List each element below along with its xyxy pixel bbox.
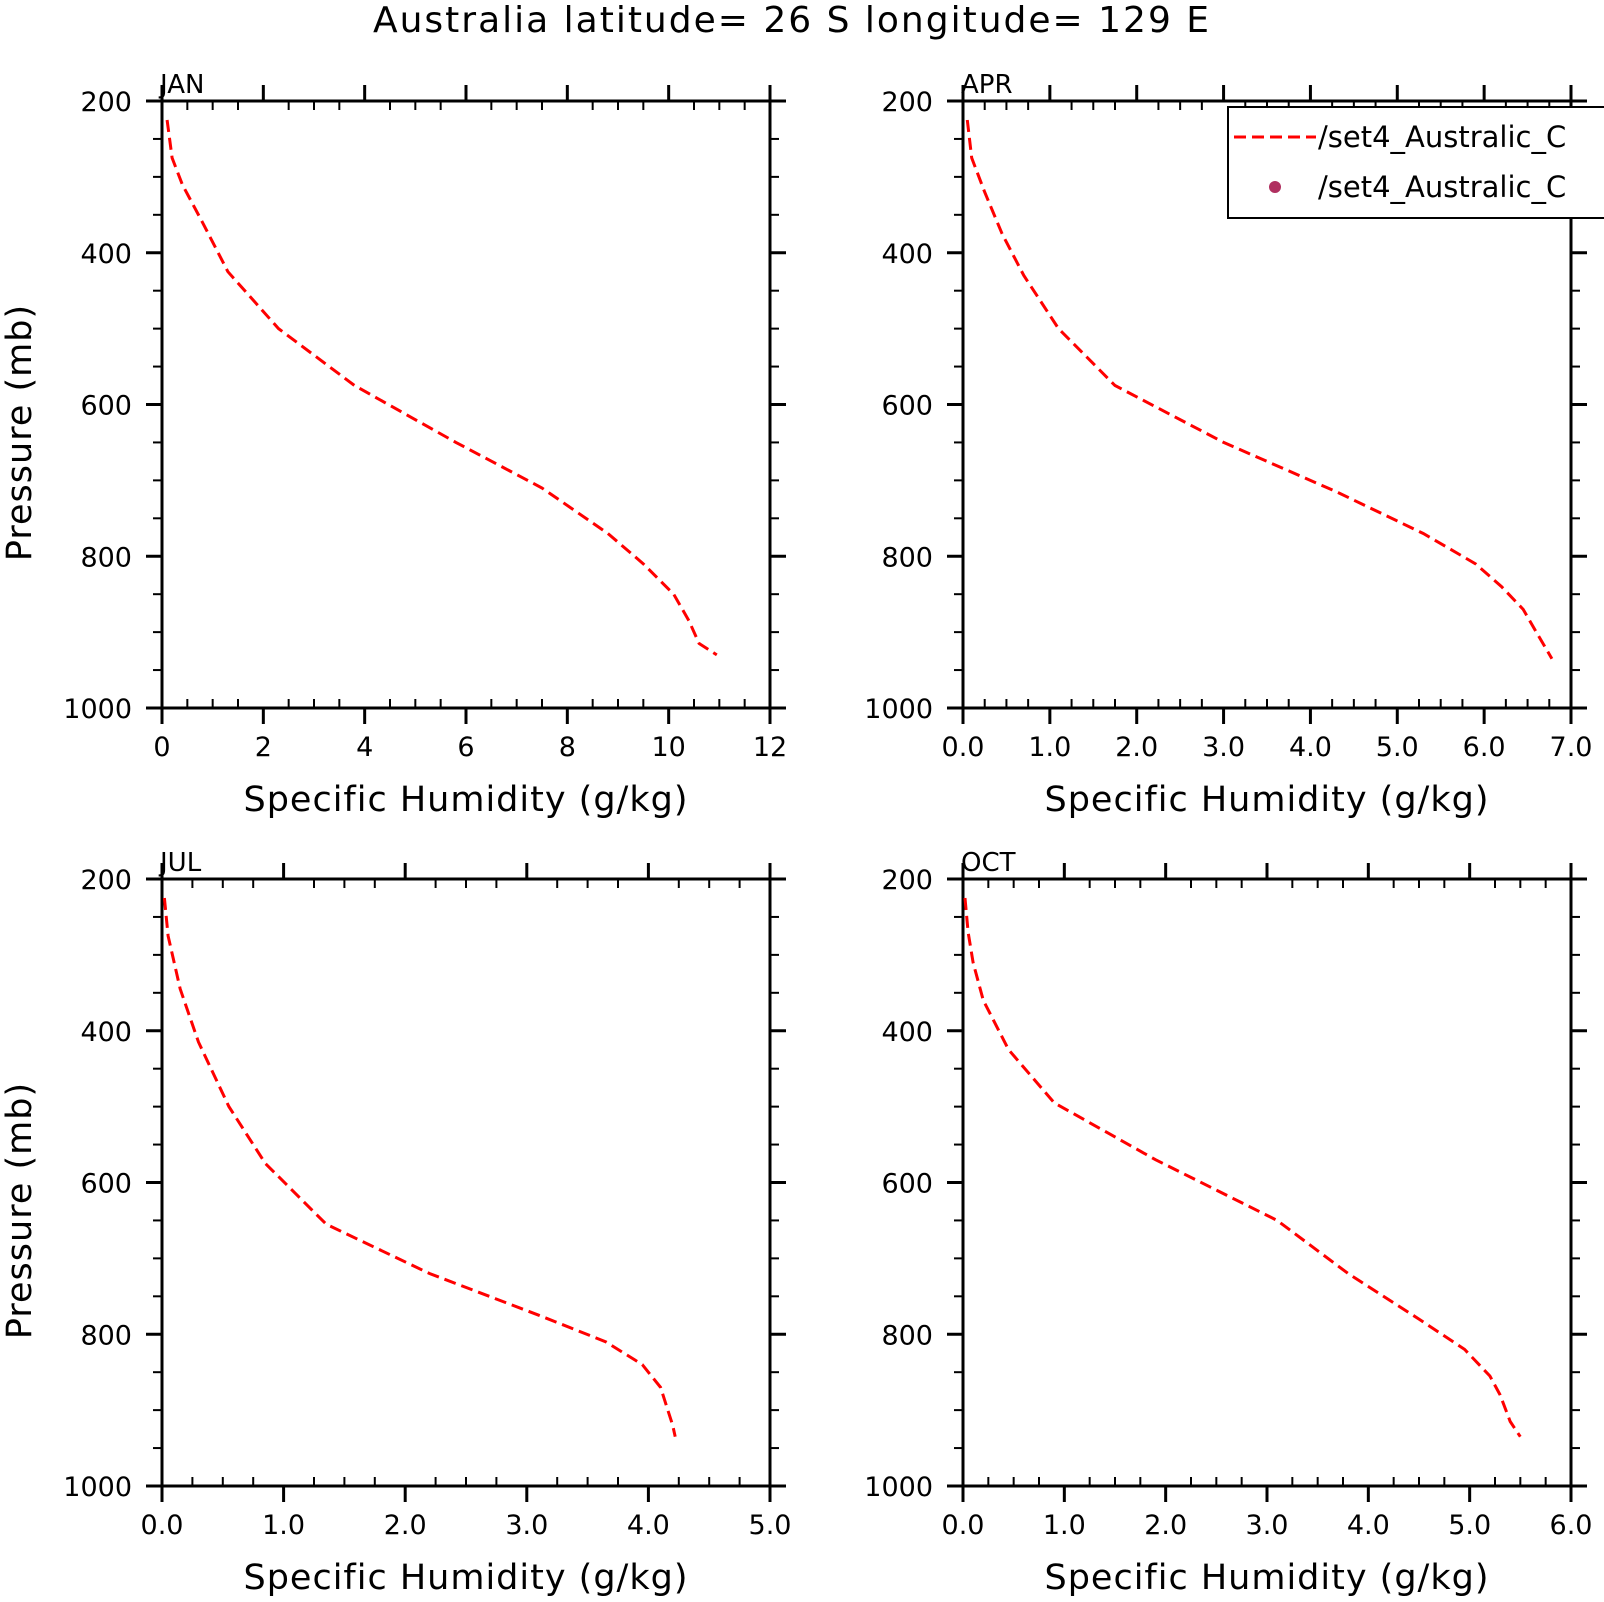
y-tick-label: 1000: [63, 1472, 132, 1503]
x-tick-label: 3.0: [505, 1510, 548, 1541]
x-tick-label: 7.0: [1550, 732, 1593, 763]
plot-frame: [160, 99, 772, 710]
plot-frame: [160, 877, 772, 1488]
legend-dot-marker: [1269, 181, 1281, 193]
x-tick-label: 4.0: [627, 1510, 670, 1541]
y-tick-label: 1000: [864, 694, 933, 725]
x-tick-label: 8: [559, 732, 576, 763]
y-tick-label: 800: [881, 542, 933, 573]
y-tick-label: 200: [80, 865, 132, 896]
x-tick-label: 10: [651, 732, 685, 763]
x-tick-label: 1.0: [1028, 732, 1071, 763]
y-tick-label: 200: [80, 87, 132, 118]
y-tick-label: 600: [80, 391, 132, 422]
y-axis-label: Pressure (mb): [0, 1082, 40, 1339]
y-tick-label: 600: [881, 1169, 933, 1200]
y-tick-label: 600: [80, 1169, 132, 1200]
panels-group: 0 2 4 6 8 10 12 200 400 600 800 1000 JAN Specific Hum…: [0, 70, 1592, 1598]
figure-title: Australia latitude= 26 S longitude= 129 …: [373, 0, 1211, 41]
series-line-1: [965, 119, 1554, 660]
legend: /set4_Australic_C/set4_Australic_C: [1227, 106, 1604, 219]
chart-panel-oct: 0.0 1.0 2.0 3.0 4.0 5.0 6.0 200 400 600 800 1000 OCT…: [864, 848, 1592, 1598]
x-tick-label: 2: [255, 732, 272, 763]
x-tick-label: 2.0: [1144, 1510, 1187, 1541]
x-tick-label: 0.0: [942, 732, 985, 763]
y-tick-label: 400: [80, 239, 132, 270]
y-tick-label: 800: [881, 1320, 933, 1351]
x-axis-label: Specific Humidity (g/kg): [244, 780, 689, 820]
y-axis-label: Pressure (mb): [0, 304, 40, 561]
x-axis-label: Specific Humidity (g/kg): [1045, 780, 1490, 820]
y-tick-label: 1000: [63, 694, 132, 725]
y-tick-label: 1000: [864, 1472, 933, 1503]
x-tick-label: 4.0: [1347, 1510, 1390, 1541]
panel-label: OCT: [961, 848, 1016, 878]
x-tick-label: 5.0: [1376, 732, 1419, 763]
x-tick-label: 1.0: [262, 1510, 305, 1541]
y-tick-label: 800: [80, 1320, 132, 1351]
x-tick-label: 6.0: [1550, 1510, 1593, 1541]
plot-frame: [961, 877, 1573, 1488]
x-tick-label: 4: [356, 732, 373, 763]
y-tick-label: 800: [80, 542, 132, 573]
x-tick-label: 3.0: [1202, 732, 1245, 763]
x-tick-label: 3.0: [1246, 1510, 1289, 1541]
y-tick-label: 200: [881, 865, 933, 896]
legend-box: [1227, 106, 1604, 219]
x-tick-label: 0.0: [141, 1510, 184, 1541]
panel-label: JUL: [158, 848, 202, 878]
x-tick-label: 2.0: [384, 1510, 427, 1541]
x-tick-label: 4.0: [1289, 732, 1332, 763]
x-tick-label: 5.0: [1448, 1510, 1491, 1541]
x-tick-label: 0.0: [942, 1510, 985, 1541]
x-tick-label: 0: [153, 732, 170, 763]
x-axis-label: Specific Humidity (g/kg): [244, 1558, 689, 1598]
series-line-1: [165, 119, 718, 657]
series-line-1: [162, 897, 677, 1438]
y-tick-label: 400: [881, 1017, 933, 1048]
chart-panel-jul: 0.0 1.0 2.0 3.0 4.0 5.0 200 400 600 800 1000 JUL Spe…: [0, 848, 791, 1598]
y-tick-label: 600: [881, 391, 933, 422]
y-tick-label: 200: [881, 87, 933, 118]
x-tick-label: 6.0: [1463, 732, 1506, 763]
panel-label: APR: [961, 70, 1013, 100]
x-tick-label: 6: [457, 732, 474, 763]
chart-panel-apr: 0.0 1.0 2.0 3.0 4.0 5.0 6.0 7.0 200 400 600 800 1000…: [864, 70, 1592, 820]
y-tick-label: 400: [80, 1017, 132, 1048]
x-axis-label: Specific Humidity (g/kg): [1045, 1558, 1490, 1598]
legend-entry-label-2: /set4_Australic_C: [1318, 170, 1566, 204]
x-tick-label: 12: [753, 732, 787, 763]
chart-panel-jan: 0 2 4 6 8 10 12 200 400 600 800 1000 JAN Specific Hum…: [0, 70, 787, 820]
panel-label: JAN: [158, 70, 204, 100]
x-tick-label: 1.0: [1043, 1510, 1086, 1541]
y-tick-label: 400: [881, 239, 933, 270]
x-tick-label: 5.0: [749, 1510, 792, 1541]
series-line-1: [963, 897, 1522, 1438]
x-tick-label: 2.0: [1115, 732, 1158, 763]
legend-entry-label-1: /set4_Australic_C: [1318, 120, 1566, 154]
